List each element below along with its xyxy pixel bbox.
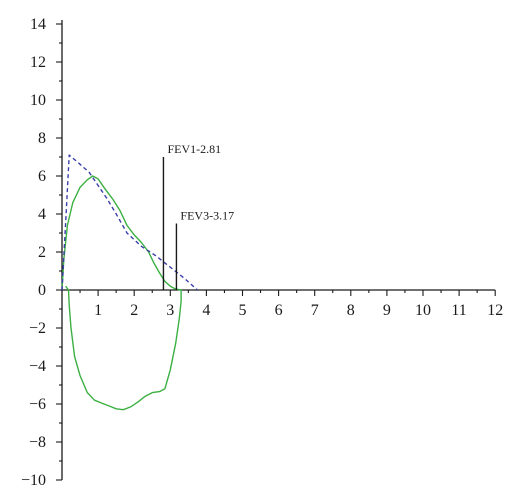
x-tick-label: 6	[275, 302, 283, 319]
y-tick-label: −6	[29, 396, 46, 413]
y-tick-label: 14	[30, 16, 46, 33]
annotations: FEV1-2.81 FEV3-3.17	[162, 142, 234, 290]
x-tick-label: 9	[383, 302, 391, 319]
y-tick-label: 6	[38, 168, 46, 185]
fev3-label: FEV3-3.17	[180, 209, 234, 223]
x-tick-label: 5	[239, 302, 247, 319]
x-tick-label: 12	[487, 302, 503, 319]
y-tick-label: 8	[38, 130, 46, 147]
y-tick-label: 4	[38, 206, 46, 223]
y-tick-label: 10	[30, 92, 46, 109]
x-tick-label: 3	[166, 302, 174, 319]
y-tick-label: −10	[21, 472, 46, 487]
y-tick-label: −2	[29, 320, 46, 337]
y-tick-label: 0	[38, 282, 46, 299]
y-tick-label: 12	[30, 54, 46, 71]
y-tick-label: 2	[38, 244, 46, 261]
x-tick-label: 4	[202, 302, 210, 319]
x-tick-label: 1	[94, 302, 102, 319]
data-series	[61, 154, 198, 411]
y-tick-label: −8	[29, 434, 46, 451]
axes	[61, 20, 496, 480]
x-tick-label: 8	[347, 302, 355, 319]
x-tick-label: 7	[311, 302, 319, 319]
y-tick-label: −4	[29, 358, 46, 375]
x-tick-label: 11	[451, 302, 466, 319]
x-tick-label: 10	[415, 302, 431, 319]
measured-flow-volume-curve	[61, 175, 182, 411]
fev1-label: FEV1-2.81	[167, 142, 221, 156]
x-tick-label: 2	[130, 302, 138, 319]
